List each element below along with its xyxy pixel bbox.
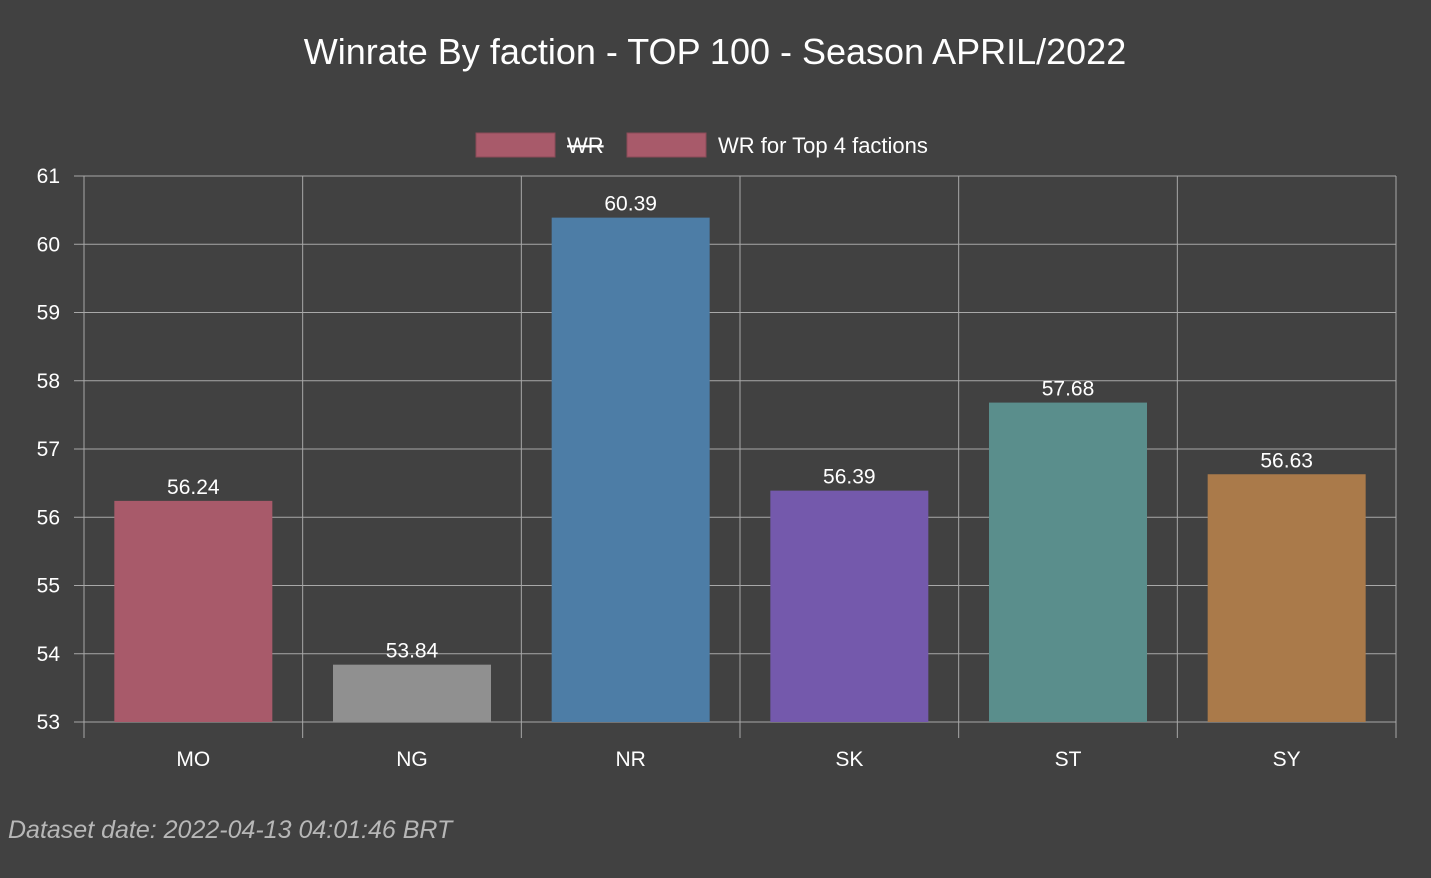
chart-title: Winrate By faction - TOP 100 - Season AP… bbox=[304, 31, 1126, 72]
y-axis-ticks: 53 54 55 56 57 58 59 60 61 bbox=[37, 165, 61, 734]
grid bbox=[74, 175, 1397, 738]
bar-nr[interactable] bbox=[551, 217, 710, 722]
y-tick-label: 53 bbox=[37, 711, 60, 734]
bar-mo[interactable] bbox=[114, 500, 273, 722]
y-tick-label: 57 bbox=[37, 438, 60, 461]
legend-item-1[interactable]: WR for Top 4 factions bbox=[626, 132, 928, 158]
dataset-date: Dataset date: 2022-04-13 04:01:46 BRT bbox=[8, 816, 454, 844]
value-label: 56.63 bbox=[1260, 449, 1313, 472]
legend-item-0[interactable]: WR bbox=[475, 132, 604, 158]
x-tick-label: ST bbox=[1055, 748, 1082, 771]
legend-label: WR bbox=[567, 133, 604, 158]
bars bbox=[114, 217, 1366, 722]
legend-swatch bbox=[626, 132, 707, 158]
x-tick-label: SK bbox=[835, 748, 863, 771]
y-tick-label: 58 bbox=[37, 370, 60, 393]
x-axis-ticks: MO NG NR SK ST SY bbox=[176, 748, 1300, 771]
y-tick-label: 54 bbox=[37, 643, 61, 666]
value-label: 57.68 bbox=[1042, 378, 1095, 401]
y-tick-label: 61 bbox=[37, 165, 60, 188]
value-label: 53.84 bbox=[386, 640, 439, 663]
value-label: 60.39 bbox=[604, 193, 657, 216]
bar-sk[interactable] bbox=[770, 490, 929, 722]
x-tick-label: SY bbox=[1273, 748, 1301, 771]
y-tick-label: 55 bbox=[37, 575, 60, 598]
x-tick-label: NG bbox=[396, 748, 428, 771]
y-tick-label: 60 bbox=[37, 233, 60, 256]
legend: WR WR for Top 4 factions bbox=[475, 132, 928, 158]
legend-label: WR for Top 4 factions bbox=[718, 133, 928, 158]
legend-swatch bbox=[475, 132, 556, 158]
value-labels: 56.24 53.84 60.39 56.39 57.68 56.63 bbox=[167, 193, 1313, 663]
x-tick-label: NR bbox=[615, 748, 645, 771]
value-label: 56.39 bbox=[823, 466, 876, 489]
bar-st[interactable] bbox=[989, 402, 1147, 722]
bar-sy[interactable] bbox=[1207, 474, 1366, 722]
y-tick-label: 56 bbox=[37, 506, 60, 529]
x-tick-label: MO bbox=[176, 748, 210, 771]
y-tick-label: 59 bbox=[37, 302, 60, 325]
bar-ng[interactable] bbox=[333, 664, 491, 722]
value-label: 56.24 bbox=[167, 476, 220, 499]
